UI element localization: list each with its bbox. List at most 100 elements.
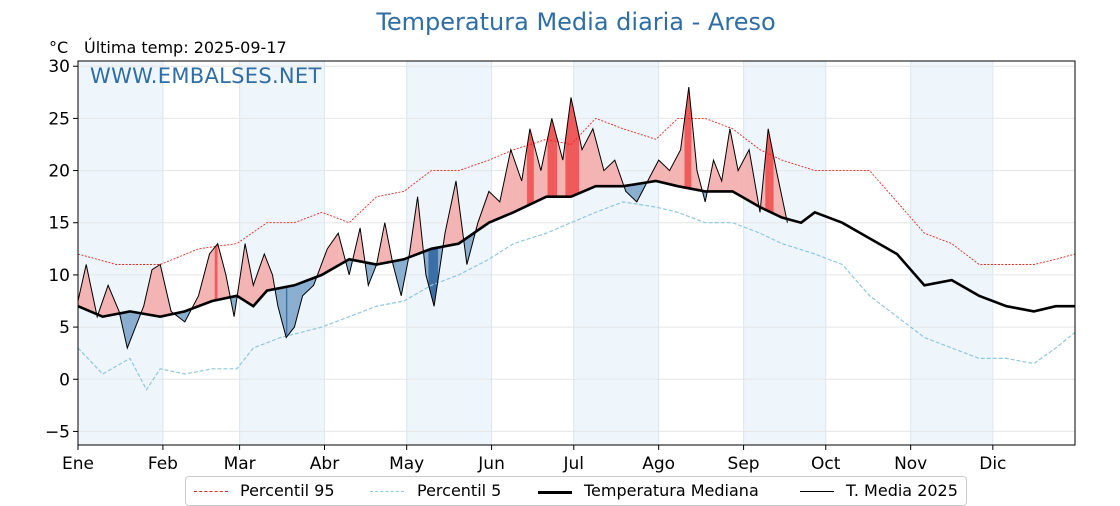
anomaly-slice [498,200,501,219]
anomaly-slice [491,193,494,222]
anomaly-slice [284,286,287,338]
anomaly-slice [662,163,665,184]
anomaly-slice [548,124,551,197]
anomaly-slice [107,285,110,316]
month-band [910,61,993,445]
anomaly-slice [561,154,564,197]
anomaly-slice [261,257,264,298]
anomaly-slice [220,253,222,300]
anomaly-slice [510,149,513,214]
series-percentil-5 [77,201,1076,391]
y-tick-label: 10 [48,266,70,286]
anomaly-slice [557,139,559,197]
anomaly-slice [584,141,587,192]
anomaly-slice [214,244,217,301]
anomaly-slice [520,177,522,210]
unit-label: °C [49,38,69,57]
legend-median-swatch [538,491,572,494]
anomaly-slice [496,198,499,220]
anomaly-slice [547,131,550,197]
anomaly-slice [327,246,329,273]
month-bands [78,61,993,445]
y-tick-label: 30 [48,57,70,77]
anomaly-slice [492,194,495,222]
anomaly-slice [595,139,598,187]
month-band [239,61,325,445]
legend: Percentil 95 Percentil 5 Temperatura Med… [185,476,967,506]
anomaly-fills [77,87,788,349]
anomaly-slice [517,169,520,211]
anomaly-slice [589,131,592,189]
anomaly-slice [613,159,616,187]
anomaly-slice [216,243,218,301]
anomaly-slice [546,137,548,197]
y-tick-label: 0 [59,370,70,390]
anomaly-slice [713,160,716,192]
anomaly-slice [743,157,746,199]
series-temperatura-mediana [77,179,1075,319]
plot-frame [77,60,1076,446]
anomaly-slice [331,240,333,270]
anomaly-slice [609,163,611,187]
anomaly-slice [259,261,262,299]
anomaly-slice [663,164,666,184]
anomaly-slice [676,154,679,187]
anomaly-slice [744,154,747,200]
anomaly-slice [264,253,266,295]
anomaly-slice [569,97,572,197]
anomaly-slice [573,110,576,196]
anomaly-slice [574,117,577,196]
anomaly-slice [283,286,285,333]
anomaly-slice [633,184,636,202]
anomaly-slice [285,286,288,339]
anomaly-slice [668,168,670,185]
y-tick-label: 5 [59,318,70,338]
anomaly-slice [583,144,585,192]
anomaly-slice [218,248,221,300]
anomaly-slice [157,264,160,317]
anomaly-slice [687,87,689,189]
anomaly-slice [679,149,681,187]
anomaly-slice [207,253,210,303]
y-tick-label: 25 [48,109,70,129]
anomaly-slice [159,264,162,317]
anomaly-slice [677,152,680,187]
anomaly-slice [155,265,158,317]
anomaly-slice [210,249,213,302]
anomaly-slice [674,157,677,187]
anomaly-slice [554,128,557,197]
anomaly-slice [770,142,773,214]
y-axis-ticks: −5 0 5 10 15 20 25 30 [45,57,78,442]
anomaly-slice [209,251,212,303]
legend-p95-swatch [194,491,228,492]
anomaly-slice [453,187,455,245]
legend-p95-label: Percentil 95 [240,481,335,500]
anomaly-slice [333,236,336,269]
x-tick-label: Ene [62,454,94,474]
anomaly-slice [213,246,216,301]
anomaly-slice [528,128,531,206]
chart-title: Temperatura Media diaria - Areso [376,8,776,36]
anomaly-slice [432,248,435,307]
anomaly-slice [588,133,591,190]
anomaly-slice [509,149,511,215]
anomaly-slice [746,152,748,201]
anomaly-slice [529,128,532,205]
x-tick-label: Nov [894,454,927,474]
anomaly-slice [507,156,510,215]
anomaly-slice [576,123,579,195]
anomaly-slice [265,257,268,293]
anomaly-slice [429,248,432,296]
anomaly-slice [768,128,770,212]
anomaly-slice [302,281,305,297]
anomaly-slice [665,166,668,184]
anomaly-slice [518,173,521,211]
anomaly-slice [129,311,132,342]
legend-p5-swatch [370,491,404,492]
anomaly-slice [294,284,296,328]
anomaly-slice [287,286,290,337]
anomaly-slice [594,133,596,188]
anomaly-slice [603,168,606,187]
anomaly-slice [740,162,743,198]
legend-current-swatch [800,491,834,492]
